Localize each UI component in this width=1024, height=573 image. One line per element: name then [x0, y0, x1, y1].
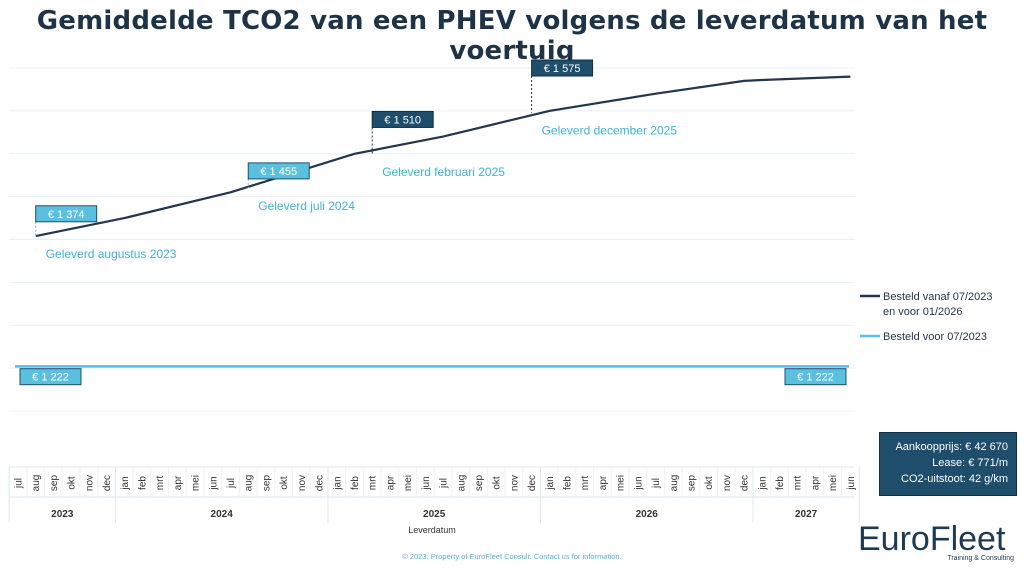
year-tick-label: 2026: [636, 509, 659, 520]
co2-emission: CO2-uitstoot: 42 g/km: [901, 473, 1008, 485]
month-tick-label: mrt: [793, 476, 804, 491]
annotation-value: € 1 222: [797, 372, 834, 384]
legend: Besteld vanaf 07/2023 en voor 01/2026 Best…: [860, 291, 992, 343]
month-tick-label: jun: [421, 476, 432, 490]
legend-label-ordered-before-2023: Besteld voor 07/2023: [883, 331, 987, 343]
month-tick-label: jul: [226, 478, 237, 489]
month-tick-label: jul: [14, 478, 25, 489]
month-tick-label: jul: [439, 478, 450, 489]
year-tick-label: 2024: [211, 509, 234, 520]
legend-label-ordered-from-2023: Besteld vanaf 07/2023: [883, 291, 992, 303]
month-tick-label: jan: [757, 476, 768, 490]
annotation-caption: Geleverd augustus 2023: [46, 247, 177, 261]
month-tick-label: dec: [315, 475, 326, 491]
month-tick-label: okt: [704, 476, 715, 490]
month-tick-label: nov: [84, 475, 95, 491]
annotation-value: € 1 455: [260, 166, 297, 178]
month-tick-label: feb: [350, 476, 361, 490]
month-tick-label: apr: [810, 475, 821, 490]
series-lines: [15, 75, 851, 368]
annotation-caption: Geleverd december 2025: [542, 124, 678, 138]
month-tick-label: mei: [828, 475, 839, 491]
annotation-box: [784, 368, 847, 386]
vehicle-info-box: Aankoopprijs: € 42 670 Lease: € 771/m CO…: [879, 432, 1017, 496]
month-tick-label: feb: [775, 476, 786, 490]
annotation-box: [19, 368, 82, 386]
month-tick-label: jun: [633, 476, 644, 490]
month-tick-label: jan: [545, 476, 556, 490]
footer-copyright: © 2023. Property of EuroFleet Consult. C…: [402, 552, 622, 561]
gridlines: [9, 67, 855, 412]
annotation-caption: Geleverd februari 2025: [382, 165, 505, 179]
month-tick-label: okt: [492, 476, 503, 490]
month-tick-label: aug: [31, 475, 42, 492]
x-axis: jul aug sep okt nov dec jan feb mrt apr mei jun jul a…: [8, 466, 860, 535]
eurofleet-logo: EuroFleet Training & Consulting: [858, 521, 1018, 562]
month-tick-label: mrt: [368, 476, 379, 491]
month-tick-label: apr: [173, 475, 184, 490]
month-tick-label: jan: [120, 476, 131, 490]
series-line-ordered-from-2023: [35, 75, 851, 238]
month-tick-label: jan: [332, 476, 343, 490]
month-tick-label: jun: [846, 476, 857, 490]
chart-title: Gemiddelde TCO2 van een PHEV volgens de …: [36, 6, 988, 66]
annotation-value: € 1 374: [48, 209, 85, 221]
month-tick-label: feb: [137, 476, 148, 490]
month-tick-label: mrt: [155, 476, 166, 491]
month-tick-label: nov: [509, 475, 520, 491]
logo-brand: EuroFleet: [858, 520, 1006, 558]
month-tick-label: nov: [297, 475, 308, 491]
annotation-value: € 1 575: [544, 63, 581, 75]
month-tick-label: dec: [527, 475, 538, 491]
month-tick-label: okt: [67, 476, 78, 490]
x-axis-label: Leverdatum: [408, 525, 456, 535]
month-tick-label: dec: [102, 475, 113, 491]
month-tick-label: sep: [474, 475, 485, 492]
month-tick-label: nov: [722, 475, 733, 491]
year-tick-label: 2023: [51, 509, 74, 520]
month-tick-label: sep: [261, 475, 272, 492]
annotation-caption: Geleverd juli 2024: [258, 199, 355, 213]
month-tick-label: apr: [598, 475, 609, 490]
month-tick-label: dec: [740, 475, 751, 491]
year-tick-label: 2025: [423, 509, 446, 520]
annotation-value: € 1 222: [32, 372, 69, 384]
month-tick-label: aug: [456, 475, 467, 492]
month-tick-label: apr: [385, 475, 396, 490]
month-tick-label: mrt: [580, 476, 591, 491]
logo-tagline: Training & Consulting: [947, 555, 1014, 562]
annotation-value: € 1 510: [384, 114, 421, 126]
annotations: € 1 374 Geleverd augustus 2023 € 1 455 Gele…: [19, 59, 847, 386]
month-tick-label: feb: [563, 476, 574, 490]
legend-label-ordered-from-2023-cont: en voor 01/2026: [883, 306, 963, 318]
purchase-price: Aankoopprijs: € 42 670: [895, 441, 1008, 453]
month-tick-label: mei: [403, 475, 414, 491]
annotation-box: [531, 59, 594, 77]
annotation-box: [35, 205, 98, 223]
annotation-box: [247, 162, 310, 180]
month-tick-label: mei: [616, 475, 627, 491]
annotation-box: [371, 110, 434, 128]
month-tick-label: jun: [208, 476, 219, 490]
month-tick-label: mei: [191, 475, 202, 491]
lease-price: Lease: € 771/m: [932, 457, 1008, 469]
month-tick-label: aug: [669, 475, 680, 492]
month-tick-label: aug: [244, 475, 255, 492]
month-tick-label: sep: [686, 475, 697, 492]
year-tick-label: 2027: [795, 509, 818, 520]
month-tick-label: jul: [651, 478, 662, 489]
month-tick-label: sep: [49, 475, 60, 492]
month-tick-label: okt: [279, 476, 290, 490]
